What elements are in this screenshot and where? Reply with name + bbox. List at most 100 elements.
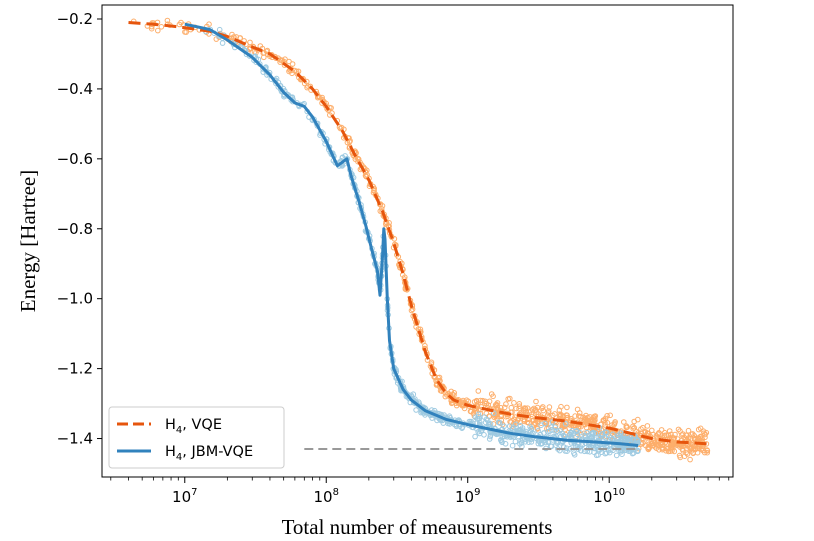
vqe-point-620 xyxy=(354,155,361,162)
jbm-vqe-point-734 xyxy=(459,425,465,432)
vqe-point-643 xyxy=(621,419,627,425)
vqe-point-784 xyxy=(576,413,582,419)
jbm-vqe-point-429 xyxy=(512,438,519,445)
vqe-point-762 xyxy=(247,39,253,46)
jbm-vqe-point-733 xyxy=(573,428,579,435)
jbm-vqe-point-419 xyxy=(564,448,570,455)
vqe-point-618 xyxy=(557,413,563,420)
vqe-point-745 xyxy=(494,400,501,406)
legend-vqe-rest: , VQE xyxy=(182,417,222,433)
vqe-point-652 xyxy=(391,236,398,242)
legend-jbm-vqe-base: H xyxy=(165,444,176,460)
vqe-line xyxy=(128,21,709,446)
legend-vqe-label: H4, VQE xyxy=(165,417,222,436)
jbm-vqe-point-699 xyxy=(621,435,627,442)
vqe-point-455 xyxy=(286,58,292,65)
vqe-point-314 xyxy=(687,456,693,463)
vqe-point-857 xyxy=(498,405,504,411)
vqe-point-696 xyxy=(533,398,539,405)
legend-jbm-vqe-rest: , JBM-VQE xyxy=(182,444,253,460)
vqe-point-826 xyxy=(688,445,694,451)
vqe-point-650 xyxy=(704,449,711,456)
vqe-point-864 xyxy=(494,413,501,420)
vqe-point-827 xyxy=(516,403,523,410)
vqe-point-756 xyxy=(237,35,243,41)
vqe-point-659 xyxy=(508,404,515,411)
vqe-point-845 xyxy=(260,50,267,56)
jbm-vqe-line xyxy=(184,22,639,447)
jbm-vqe-point-678 xyxy=(478,428,484,435)
vqe-point-544 xyxy=(488,391,495,397)
x-tick-label-0: 107 xyxy=(172,487,197,506)
vqe-point-180 xyxy=(695,426,702,433)
vqe-point-514 xyxy=(386,220,392,226)
vqe-point-615 xyxy=(704,447,710,453)
vqe-point-678 xyxy=(653,445,660,452)
jbm-vqe-point-630 xyxy=(602,429,609,435)
vqe-point-676 xyxy=(480,397,486,404)
vqe-point-771 xyxy=(516,401,523,407)
vqe-point-821 xyxy=(546,404,553,410)
vqe-point-496 xyxy=(546,413,552,420)
jbm-vqe-point-61 xyxy=(509,442,516,449)
vqe-point-501 xyxy=(282,56,288,63)
jbm-vqe-point-459 xyxy=(542,439,549,446)
vqe-point-671 xyxy=(231,34,237,41)
legend: H4, VQE H4, JBM-VQE xyxy=(108,406,285,469)
y-tick-label-5: −1.2 xyxy=(57,360,93,378)
vqe-point-488 xyxy=(635,416,641,423)
vqe-point-500 xyxy=(279,57,286,64)
vqe-point-515 xyxy=(521,405,528,411)
vqe-point-803 xyxy=(459,402,466,409)
vqe-point-899 xyxy=(645,430,652,437)
vqe-point-359 xyxy=(685,427,692,434)
jbm-vqe-point-483 xyxy=(487,433,494,440)
vqe-point-883 xyxy=(485,402,492,408)
jbm-vqe-point-709 xyxy=(474,415,480,422)
vqe-point-779 xyxy=(701,430,707,437)
vqe-point-623 xyxy=(379,203,386,209)
vqe-point-510 xyxy=(501,404,508,411)
jbm-vqe-point-439 xyxy=(615,432,622,438)
jbm-vqe-point-407 xyxy=(486,436,493,442)
x-tick-base-3: 10 xyxy=(593,488,612,506)
series-lines-layer xyxy=(128,21,709,450)
vqe-point-781 xyxy=(451,392,457,398)
jbm-vqe-point-565 xyxy=(539,440,545,447)
vqe-point-621 xyxy=(448,400,455,407)
x-tick-base-2: 10 xyxy=(455,488,474,506)
jbm-vqe-point-157 xyxy=(613,452,620,459)
legend-jbm-vqe-subscript: 4 xyxy=(176,452,182,463)
x-axis-title: Total number of meausurements xyxy=(282,515,553,539)
vqe-point-759 xyxy=(522,406,529,412)
vqe-point-436 xyxy=(505,396,512,402)
y-tick-label-2: −0.6 xyxy=(57,150,93,168)
vqe-point-861 xyxy=(183,29,189,35)
vqe-point-809 xyxy=(644,423,651,429)
vqe-point-554 xyxy=(531,405,537,412)
vqe-point-748 xyxy=(697,433,704,440)
jbm-vqe-point-729 xyxy=(501,423,507,430)
vqe-point-558 xyxy=(591,418,598,425)
vqe-point-849 xyxy=(534,404,541,411)
legend-box xyxy=(108,406,285,469)
legend-jbm-vqe-label: H4, JBM-VQE xyxy=(165,444,253,463)
jbm-vqe-point-747 xyxy=(549,419,556,425)
jbm-vqe-point-726 xyxy=(485,422,492,428)
vqe-point-791 xyxy=(688,441,695,448)
vqe-point-838 xyxy=(448,388,455,395)
y-axis: −0.2 −0.4 −0.6 −0.8 −1.0 −1.2 −1.4 xyxy=(57,10,102,448)
jbm-vqe-point-556 xyxy=(481,432,487,438)
y-tick-label-4: −1.0 xyxy=(57,290,93,308)
vqe-point-892 xyxy=(643,442,649,449)
jbm-vqe-point-603 xyxy=(548,443,555,450)
jbm-vqe-point-633 xyxy=(616,447,622,454)
y-tick-label-1: −0.4 xyxy=(57,80,93,98)
x-tick-label-2: 109 xyxy=(455,487,480,506)
jbm-vqe-point-450 xyxy=(593,452,600,459)
vqe-point-492 xyxy=(556,407,563,414)
jbm-vqe-point-693 xyxy=(434,417,440,424)
y-axis-title: Energy [Hartree] xyxy=(16,170,40,312)
x-tick-base-1: 10 xyxy=(314,488,333,506)
jbm-vqe-point-496 xyxy=(475,429,482,435)
